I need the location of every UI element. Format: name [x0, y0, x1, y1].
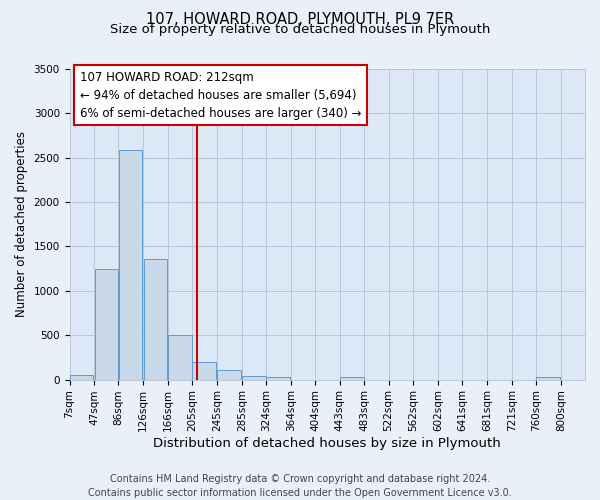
Bar — [193, 362, 216, 380]
Bar — [95, 269, 118, 380]
Bar — [536, 378, 560, 380]
Bar — [217, 370, 241, 380]
Text: Size of property relative to detached houses in Plymouth: Size of property relative to detached ho… — [110, 24, 490, 36]
Text: 107 HOWARD ROAD: 212sqm
← 94% of detached houses are smaller (5,694)
6% of semi-: 107 HOWARD ROAD: 212sqm ← 94% of detache… — [80, 70, 361, 120]
Bar — [340, 378, 364, 380]
Bar — [168, 335, 192, 380]
Bar — [266, 377, 290, 380]
Y-axis label: Number of detached properties: Number of detached properties — [15, 132, 28, 318]
Bar — [70, 375, 94, 380]
Bar — [143, 260, 167, 380]
Bar — [242, 376, 266, 380]
Text: 107, HOWARD ROAD, PLYMOUTH, PL9 7ER: 107, HOWARD ROAD, PLYMOUTH, PL9 7ER — [146, 12, 454, 28]
Bar — [119, 150, 142, 380]
X-axis label: Distribution of detached houses by size in Plymouth: Distribution of detached houses by size … — [154, 437, 501, 450]
Text: Contains HM Land Registry data © Crown copyright and database right 2024.
Contai: Contains HM Land Registry data © Crown c… — [88, 474, 512, 498]
